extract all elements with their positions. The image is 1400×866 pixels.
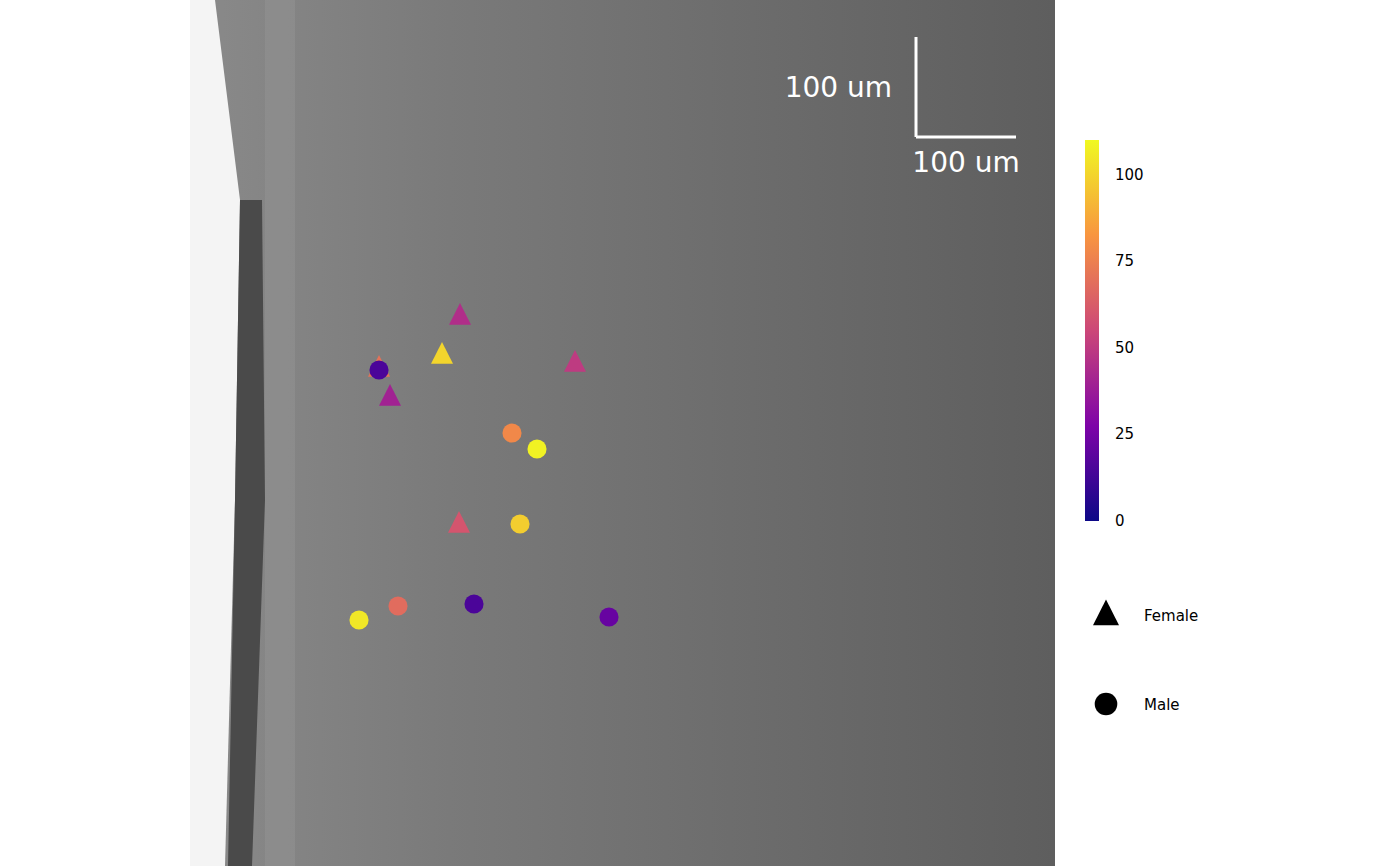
svg-text:75: 75	[1115, 252, 1134, 270]
svg-text:100 um: 100 um	[912, 146, 1019, 179]
svg-text:100: 100	[1115, 166, 1144, 184]
svg-text:Male: Male	[1144, 696, 1180, 714]
svg-text:50: 50	[1115, 339, 1134, 357]
svg-text:100 um: 100 um	[785, 71, 892, 104]
svg-text:Female: Female	[1144, 607, 1198, 625]
svg-text:0: 0	[1115, 512, 1125, 530]
svg-text:25: 25	[1115, 425, 1134, 443]
